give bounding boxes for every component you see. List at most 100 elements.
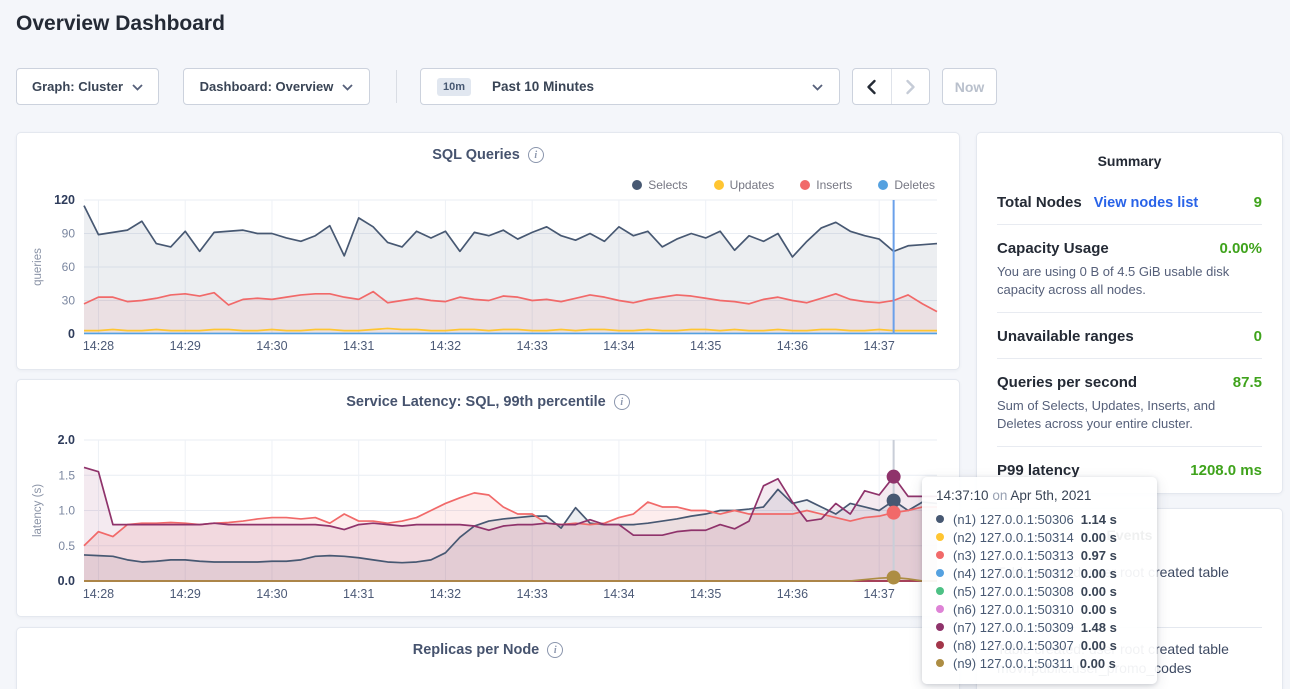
y-tick-label: 120: [54, 193, 75, 207]
y-tick-label: 0.5: [58, 539, 75, 553]
legend-item-deletes[interactable]: Deletes: [878, 178, 935, 192]
x-tick-label: 14:35: [690, 587, 721, 601]
series-color-dot: [936, 551, 944, 559]
stat-description: Sum of Selects, Updates, Inserts, and De…: [997, 398, 1216, 431]
now-button[interactable]: Now: [942, 68, 997, 105]
tooltip-timestamp: 14:37:10 on Apr 5th, 2021: [936, 488, 1143, 503]
x-tick-label: 14:29: [170, 339, 201, 353]
series-color-dot: [936, 605, 944, 613]
tooltip-node-label: (n6) 127.0.0.1:50310: [953, 601, 1074, 617]
stat-label: P99 latency: [997, 462, 1080, 479]
tooltip-node-label: (n8) 127.0.0.1:50307: [953, 637, 1074, 653]
legend-label: Inserts: [816, 178, 853, 192]
chevron-down-icon: [132, 79, 143, 94]
time-range-dropdown[interactable]: 10m Past 10 Minutes: [420, 68, 840, 105]
x-tick-label: 14:30: [256, 339, 287, 353]
y-axis-label: latency (s): [32, 484, 44, 537]
tooltip-node-value: 0.00 s: [1079, 655, 1116, 671]
x-tick-label: 14:37: [864, 587, 895, 601]
tooltip-row: (n4) 127.0.0.1:50312 0.00 s: [936, 564, 1143, 582]
tooltip-node-value: 0.00 s: [1080, 601, 1117, 617]
chart-title-text: Replicas per Node: [412, 642, 540, 658]
tooltip-node-value: 0.00 s: [1080, 565, 1117, 581]
sql-queries-chart[interactable]: 0 30 60 90 120 14:28 14:29 14:30 14:31 14:32 14:33…: [27, 193, 947, 358]
graph-dropdown[interactable]: Graph: Cluster: [16, 68, 159, 105]
x-tick-label: 14:34: [603, 339, 634, 353]
tooltip-node-label: (n4) 127.0.0.1:50312: [953, 565, 1074, 581]
next-time-button[interactable]: [890, 69, 930, 104]
x-tick-label: 14:35: [690, 339, 721, 353]
stat-description: You are using 0 B of 4.5 GiB usable disk…: [997, 264, 1230, 297]
y-tick-label: 90: [62, 227, 76, 241]
updates-color-dot: [713, 180, 724, 190]
series-color-dot: [936, 569, 944, 577]
tooltip-node-label: (n2) 127.0.0.1:50314: [953, 529, 1074, 545]
tooltip-node-value: 1.48 s: [1080, 619, 1117, 635]
unavailable-ranges-stat: Unavailable ranges 0: [997, 313, 1262, 359]
info-icon[interactable]: i: [547, 642, 564, 658]
replicas-per-node-card: Replicas per Node i: [16, 627, 960, 689]
tooltip-row: (n5) 127.0.0.1:50308 0.00 s: [936, 582, 1143, 600]
tooltip-node-label: (n7) 127.0.0.1:50309: [953, 619, 1074, 635]
stat-value: 0.00%: [1219, 240, 1262, 257]
series-area: [84, 492, 937, 581]
latency-tooltip-rows: (n1) 127.0.0.1:50306 1.14 s (n2) 127.0.0.1…: [936, 510, 1143, 672]
x-tick-label: 14:32: [430, 587, 461, 601]
stat-value: 87.5: [1232, 374, 1262, 391]
chevron-down-icon: [812, 79, 823, 94]
stat-label: Total Nodes: [997, 194, 1082, 211]
x-tick-label: 14:33: [517, 339, 548, 353]
chevron-down-icon: [342, 79, 353, 94]
replicas-chart-title: Replicas per Node i: [17, 642, 959, 658]
y-tick-label: 60: [62, 260, 76, 274]
y-tick-label: 1.5: [58, 468, 75, 482]
stat-label: Queries per second: [997, 374, 1138, 391]
info-icon[interactable]: i: [613, 394, 630, 410]
y-axis-label: queries: [32, 248, 44, 286]
tooltip-row: (n3) 127.0.0.1:50313 0.97 s: [936, 546, 1143, 564]
view-nodes-list-link[interactable]: View nodes list: [1093, 195, 1199, 211]
y-tick-label: 2.0: [58, 433, 75, 447]
chart-title-text: Service Latency: SQL, 99th percentile: [346, 394, 606, 410]
tooltip-node-value: 0.00 s: [1080, 637, 1117, 653]
graph-dropdown-label: Graph: Cluster: [31, 79, 123, 94]
tooltip-node-label: (n9) 127.0.0.1:50311: [953, 655, 1073, 671]
tooltip-time: 14:37:10: [936, 488, 989, 503]
info-icon[interactable]: i: [527, 147, 544, 163]
tooltip-node-label: (n3) 127.0.0.1:50313: [953, 547, 1074, 563]
x-tick-label: 14:34: [603, 587, 634, 601]
x-tick-label: 14:36: [777, 339, 808, 353]
stat-value: 1208.0 ms: [1190, 462, 1262, 479]
service-latency-chart[interactable]: 0.0 0.5 1.0 1.5 2.0 14:28 14:29 14:30 14:31 14:32…: [27, 430, 947, 610]
legend-item-inserts[interactable]: Inserts: [800, 178, 852, 192]
x-tick-label: 14:37: [864, 339, 895, 353]
p99-latency-stat: P99 latency 1208.0 ms: [997, 447, 1262, 492]
previous-time-button[interactable]: [853, 69, 891, 104]
tooltip-row: (n6) 127.0.0.1:50310 0.00 s: [936, 600, 1143, 618]
hover-dot: [886, 570, 901, 585]
legend-item-selects[interactable]: Selects: [632, 178, 688, 192]
series-area: [84, 489, 937, 581]
service-latency-chart-title: Service Latency: SQL, 99th percentile i: [17, 394, 959, 410]
deletes-color-dot: [878, 180, 889, 190]
series-area: [84, 291, 937, 334]
chart-title-text: SQL Queries: [432, 147, 520, 163]
time-range-label: Past 10 Minutes: [492, 79, 595, 94]
time-step-buttons: [852, 68, 930, 105]
tooltip-on-word: on: [992, 488, 1008, 503]
x-tick-label: 14:28: [83, 339, 114, 353]
tooltip-row: (n9) 127.0.0.1:50311 0.00 s: [936, 654, 1143, 672]
inserts-color-dot: [800, 180, 811, 190]
total-nodes-stat: Total Nodes View nodes list 9: [997, 179, 1262, 225]
summary-title: Summary: [1097, 153, 1162, 169]
tooltip-row: (n8) 127.0.0.1:50307 0.00 s: [936, 636, 1143, 654]
y-tick-label: 1.0: [58, 504, 75, 518]
dashboard-dropdown[interactable]: Dashboard: Overview: [183, 68, 370, 105]
tooltip-row: (n1) 127.0.0.1:50306 1.14 s: [936, 510, 1143, 528]
dashboard-dropdown-label: Dashboard: Overview: [199, 79, 334, 94]
legend-item-updates[interactable]: Updates: [713, 178, 774, 192]
legend-label: Selects: [648, 178, 688, 192]
x-tick-label: 14:31: [343, 339, 374, 353]
stat-value: 9: [1253, 194, 1262, 211]
